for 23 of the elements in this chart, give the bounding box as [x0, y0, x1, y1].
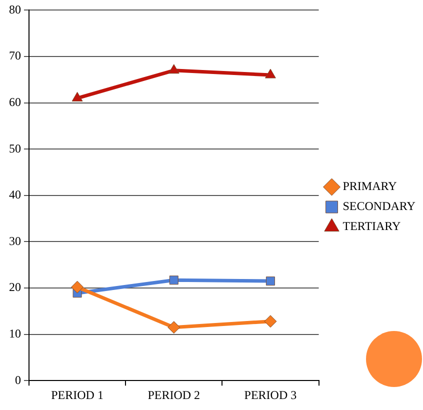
y-tick-label: 50: [9, 141, 21, 156]
y-tick-label: 80: [9, 2, 21, 16]
y-tick-label: 60: [9, 94, 21, 109]
point: [72, 92, 83, 102]
y-tick-label: 0: [15, 372, 21, 387]
legend-label: PRIMARY: [342, 179, 398, 194]
point: [265, 68, 276, 78]
y-tick-label: 20: [9, 280, 21, 294]
point: [71, 280, 84, 294]
x-tick-label: PERIOD 3: [244, 388, 297, 402]
x-tick-label: PERIOD 2: [148, 388, 200, 402]
y-tick-label: 10: [9, 326, 21, 340]
point: [264, 315, 277, 328]
point: [169, 276, 178, 285]
legend-label: SECONDARY: [342, 199, 416, 214]
x-tick-label: PERIOD 1: [51, 388, 104, 402]
y-tick-label: 30: [9, 234, 21, 248]
point: [168, 321, 180, 334]
legend-label: TERTIARY: [342, 219, 402, 234]
point: [168, 64, 180, 74]
y-tick-label: 40: [9, 188, 21, 202]
y-tick-label: 70: [9, 48, 21, 63]
point: [266, 276, 275, 286]
